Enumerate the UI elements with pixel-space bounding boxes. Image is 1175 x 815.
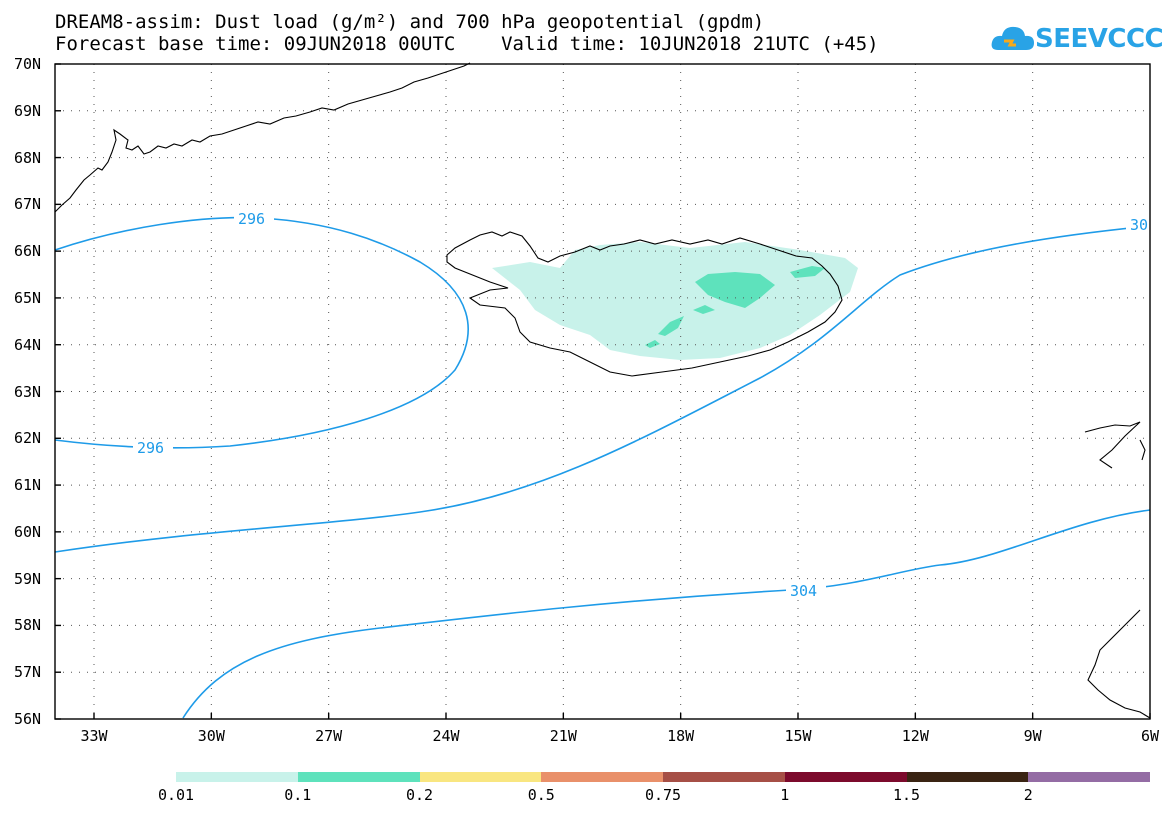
axis-ticks [55, 63, 1151, 720]
lat-tick-label: 62N [14, 429, 42, 448]
lat-tick-label: 63N [14, 382, 42, 401]
lon-tick-label: 24W [432, 727, 460, 745]
lat-tick-label: 69N [14, 101, 42, 120]
shetland-coast [1139, 439, 1146, 461]
contour-labels: 296 296 304 30 [133, 210, 1150, 600]
colorbar-segment [1028, 772, 1150, 782]
dust-area-mid-3 [658, 316, 684, 336]
colorbar-label: 0.01 [157, 786, 195, 804]
colorbar-segment [663, 772, 785, 782]
lat-tick-label: 67N [14, 195, 42, 214]
lat-tick-label: 66N [14, 242, 42, 261]
colorbar-label: 1.5 [892, 786, 921, 804]
lon-tick-label: 9W [1023, 727, 1042, 745]
map-title: DREAM8-assim: Dust load (g/m²) and 700 h… [55, 11, 765, 33]
map-subtitle: Forecast base time: 09JUN2018 00UTC Vali… [55, 33, 879, 55]
lat-tick-label: 65N [14, 288, 42, 307]
colorbar-label: 0.75 [644, 786, 682, 804]
colorbar-label: 2 [1023, 786, 1033, 804]
colorbar-label: 0.5 [527, 786, 555, 804]
coastlines [54, 62, 1151, 719]
lon-tick-label: 33W [80, 727, 108, 745]
colorbar-label: 0.1 [284, 786, 312, 804]
seevccc-logo: SEEVCCC [990, 20, 1164, 60]
colorbar-label: 0.2 [405, 786, 434, 804]
colorbar-segment [906, 772, 1029, 782]
lat-tick-label: 59N [14, 569, 42, 588]
colorbar-segment [297, 772, 420, 782]
lat-tick-label: 60N [14, 522, 42, 541]
lat-tick-label: 70N [14, 55, 42, 73]
colorbar-segment [784, 772, 907, 782]
lat-tick-label: 68N [14, 148, 42, 167]
lon-tick-label: 6W [1140, 727, 1160, 745]
lon-tick-label: 21W [549, 727, 577, 745]
dust-area-mid-4 [645, 340, 660, 348]
lat-tick-label: 64N [14, 335, 42, 354]
cloud-logo-icon [991, 26, 1034, 50]
lon-tick-label: 18W [667, 727, 695, 745]
colorbar-segment [419, 772, 542, 782]
lat-tick-label: 56N [14, 710, 42, 728]
dust-colorbar [176, 772, 1150, 782]
colorbar-segment [176, 772, 298, 782]
contour-300-path [54, 225, 1151, 553]
greenland-coast [54, 62, 471, 213]
lat-tick-label: 61N [14, 476, 42, 495]
lat-tick-label: 58N [14, 616, 42, 635]
lon-tick-label: 27W [315, 727, 343, 745]
contour-label: 304 [790, 582, 817, 600]
lon-tick-label: 12W [901, 727, 929, 745]
lon-tick-label: 30W [197, 727, 225, 745]
faroe-coast [1084, 421, 1141, 469]
dust-area-mid-5 [693, 305, 715, 314]
logo-text: SEEVCCC [1035, 24, 1164, 54]
dust-area-mid-2 [790, 266, 825, 278]
scotland-coast-1 [1087, 609, 1151, 719]
lat-tick-label: 57N [14, 663, 42, 682]
colorbar-label: 1 [780, 786, 790, 804]
contour-296-path [54, 216, 469, 449]
contour-304-path [182, 509, 1151, 719]
contour-label: 30 [1130, 216, 1148, 234]
plot-frame [54, 63, 1151, 720]
colorbar-segment [541, 772, 663, 782]
geopotential-contours [54, 216, 1151, 719]
contour-label: 296 [137, 439, 164, 457]
lon-tick-label: 15W [784, 727, 812, 745]
dust-shading [492, 242, 858, 360]
contour-label: 296 [238, 210, 265, 228]
dust-area-mid-1 [695, 272, 775, 308]
dust-area-low [492, 242, 858, 360]
graticule [55, 64, 1150, 719]
iceland-coast [446, 231, 843, 377]
